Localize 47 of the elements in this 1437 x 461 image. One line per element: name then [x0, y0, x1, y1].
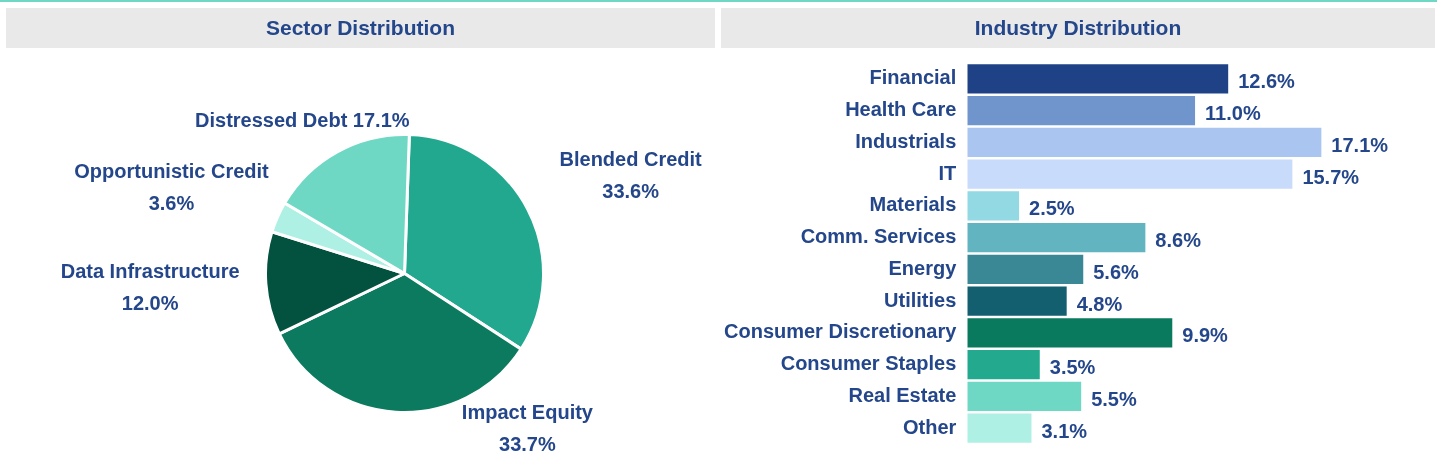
y-tick-label: Energy: [888, 256, 958, 279]
bar: [967, 96, 1196, 126]
data-label: 12.0%: [121, 292, 179, 315]
slice-label: Impact Equity: [461, 401, 594, 424]
bar: [967, 127, 1322, 157]
y-tick-label: Materials: [869, 193, 957, 216]
slice-label: Distressed Debt 17.1%: [195, 108, 410, 131]
y-tick-label: Consumer Staples: [780, 352, 957, 375]
chart-title: Sector Distribution: [6, 8, 715, 48]
data-label: 12.6%: [1238, 70, 1296, 93]
slice-label: Data Infrastructure: [60, 260, 240, 283]
chart-title: Industry Distribution: [721, 8, 1435, 48]
bar: [967, 318, 1173, 348]
slice-label: Blended Credit: [559, 148, 703, 171]
y-tick-label: IT: [938, 161, 957, 184]
bar: [967, 413, 1032, 443]
data-label: 2.5%: [1029, 197, 1075, 220]
bar: [967, 191, 1020, 221]
data-label: 9.9%: [1182, 324, 1229, 347]
slice-label: Opportunistic Credit: [74, 160, 270, 183]
y-tick-label: Health Care: [845, 98, 957, 121]
y-tick-label: Real Estate: [848, 383, 957, 406]
data-label: 17.1%: [1331, 133, 1389, 156]
data-label: 3.1%: [1041, 419, 1088, 442]
data-label: 15.7%: [1302, 165, 1360, 188]
data-label: 5.5%: [1091, 387, 1137, 410]
y-tick-label: Financial: [869, 66, 957, 89]
bar: [967, 254, 1084, 284]
bar: [967, 381, 1082, 411]
bar: [967, 159, 1293, 189]
y-tick-label: Comm. Services: [800, 225, 957, 248]
y-tick-label: Utilities: [884, 288, 957, 311]
bar: [967, 350, 1040, 380]
data-label: 3.6%: [148, 192, 195, 215]
data-label: 33.7%: [499, 433, 556, 456]
y-tick-label: Other: [902, 415, 957, 438]
data-label: 8.6%: [1155, 229, 1202, 252]
data-label: 33.6%: [602, 180, 660, 203]
bar: [967, 286, 1067, 316]
data-label: 11.0%: [1205, 102, 1261, 125]
bar: [967, 64, 1229, 94]
data-label: 5.6%: [1093, 260, 1140, 283]
y-tick-label: Consumer Discretionary: [724, 320, 958, 343]
data-label: 4.8%: [1076, 292, 1123, 315]
data-label: 3.5%: [1049, 356, 1096, 379]
y-tick-label: Industrials: [855, 129, 957, 152]
bar: [967, 223, 1146, 253]
